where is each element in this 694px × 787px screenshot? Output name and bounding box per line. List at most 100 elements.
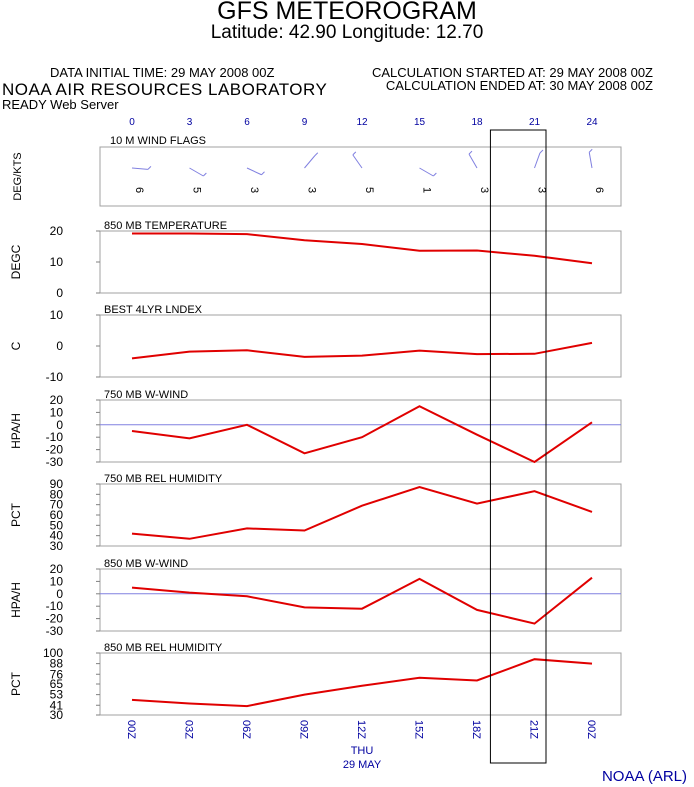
y-tick-label: -30 bbox=[46, 624, 64, 638]
panel-title: 750 MB REL HUMIDITY bbox=[104, 473, 223, 485]
top-hour-label: 21 bbox=[529, 117, 541, 128]
wind-speed-label: 3 bbox=[248, 187, 260, 193]
y-tick-label: 53 bbox=[50, 688, 64, 702]
panel-ylabel: HPA/H bbox=[9, 582, 23, 618]
wind-flag bbox=[352, 154, 363, 169]
y-tick-label: 30 bbox=[50, 708, 64, 722]
wind-flag-barb bbox=[352, 151, 357, 156]
page-title: GFS METEOROGRAM bbox=[217, 0, 477, 25]
y-tick-label: 20 bbox=[50, 224, 64, 238]
noaa-credit: NOAA (ARL) bbox=[601, 768, 687, 785]
wind-panel-title: 10 M WIND FLAGS bbox=[110, 135, 206, 147]
top-hour-label: 0 bbox=[129, 117, 135, 128]
panel-ylabel: DEGC bbox=[9, 244, 23, 279]
wind-flag bbox=[534, 152, 541, 169]
y-tick-label: 20 bbox=[50, 393, 64, 407]
y-tick-label: 70 bbox=[50, 498, 64, 512]
series-line bbox=[131, 486, 593, 540]
x-tick-label: 03Z bbox=[183, 720, 195, 739]
wind-flag bbox=[588, 152, 593, 169]
x-tick-label: 09Z bbox=[298, 720, 310, 739]
series-line bbox=[131, 658, 593, 708]
y-tick-label: 10 bbox=[50, 308, 64, 322]
data-initial-time: DATA INITIAL TIME: 29 MAY 2008 00Z bbox=[50, 65, 275, 80]
panel-frame bbox=[99, 399, 622, 463]
series-line bbox=[132, 232, 593, 265]
latlon-subtitle: Latitude: 42.90 Longitude: 12.70 bbox=[210, 22, 484, 43]
panel-frame bbox=[99, 652, 622, 716]
y-tick-label: 88 bbox=[50, 657, 64, 671]
wind-flag-barb bbox=[203, 172, 207, 177]
calculation-ended: CALCULATION ENDED AT: 30 MAY 2008 00Z bbox=[385, 78, 653, 93]
panel-title: 850 MB REL HUMIDITY bbox=[104, 642, 223, 654]
series-line bbox=[131, 405, 593, 464]
y-tick-label: 40 bbox=[50, 529, 64, 543]
calculation-started: CALCULATION STARTED AT: 29 MAY 2008 00Z bbox=[371, 65, 653, 80]
panel-ylabel: PCT bbox=[9, 502, 23, 527]
top-hour-label: 15 bbox=[414, 117, 426, 128]
panel-frame bbox=[99, 230, 622, 294]
y-tick-label: -10 bbox=[46, 370, 64, 384]
y-tick-label: -10 bbox=[46, 430, 64, 444]
y-tick-label: 76 bbox=[50, 667, 64, 681]
x-tick-label: 18Z bbox=[470, 720, 482, 739]
wind-speed-label: 1 bbox=[421, 187, 433, 193]
y-tick-label: -20 bbox=[46, 443, 64, 457]
panel-ylabel: HPA/H bbox=[9, 413, 23, 449]
wind-flag-barb bbox=[261, 171, 265, 176]
y-tick-label: 90 bbox=[50, 477, 64, 491]
wind-flag-barb bbox=[314, 152, 319, 157]
top-hour-label: 18 bbox=[471, 117, 483, 128]
y-tick-label: -10 bbox=[46, 599, 64, 613]
y-tick-label: 0 bbox=[56, 418, 63, 432]
wind-flag-barb bbox=[539, 149, 544, 154]
wind-flag bbox=[246, 167, 262, 176]
y-tick-label: 0 bbox=[56, 587, 63, 601]
wind-speed-label: 3 bbox=[536, 187, 548, 193]
y-tick-label: -30 bbox=[46, 455, 64, 469]
y-tick-label: 41 bbox=[50, 698, 64, 712]
panel-title: 850 MB TEMPERATURE bbox=[104, 220, 227, 232]
wind-flag-barb bbox=[147, 166, 152, 170]
series-line bbox=[131, 341, 593, 360]
panel-ylabel: C bbox=[9, 341, 23, 350]
y-tick-label: 10 bbox=[50, 255, 64, 269]
panel-ylabel: PCT bbox=[9, 671, 23, 696]
wind-flag bbox=[304, 155, 316, 169]
x-tick-label: 15Z bbox=[413, 720, 425, 739]
panel-frame bbox=[99, 314, 622, 378]
panel-title: BEST 4LYR LNDEX bbox=[104, 304, 203, 316]
y-tick-label: 0 bbox=[56, 286, 63, 300]
top-hour-label: 3 bbox=[187, 117, 193, 128]
wind-flag-barb bbox=[468, 150, 473, 155]
wind-flag-barb bbox=[433, 172, 437, 177]
y-tick-label: 10 bbox=[50, 574, 64, 588]
panel-title: 750 MB W-WIND bbox=[104, 389, 188, 401]
panel-title: 850 MB W-WIND bbox=[104, 558, 188, 570]
highlight-box bbox=[489, 129, 547, 764]
y-tick-label: 0 bbox=[56, 339, 63, 353]
wind-speed-label: 5 bbox=[191, 187, 203, 193]
y-tick-label: 60 bbox=[50, 508, 64, 522]
wind-speed-label: 3 bbox=[306, 187, 318, 193]
y-tick-label: 20 bbox=[50, 562, 64, 576]
y-tick-label: 100 bbox=[43, 646, 63, 660]
wind-panel-frame bbox=[99, 146, 622, 207]
wind-speed-label: 5 bbox=[363, 187, 375, 193]
y-tick-label: 50 bbox=[50, 518, 64, 532]
x-tick-label: 21Z bbox=[528, 720, 540, 739]
series-line bbox=[131, 576, 593, 625]
y-tick-label: -20 bbox=[46, 612, 64, 626]
day-label: THU bbox=[351, 745, 374, 757]
top-hour-label: 12 bbox=[356, 117, 368, 128]
wind-flag bbox=[131, 167, 148, 170]
date-label: 29 MAY bbox=[343, 759, 382, 771]
y-tick-label: 65 bbox=[50, 677, 64, 691]
wind-flag bbox=[189, 167, 204, 177]
panel-frame bbox=[99, 568, 622, 632]
top-hour-label: 9 bbox=[302, 117, 308, 128]
x-tick-label: 12Z bbox=[355, 720, 367, 739]
y-tick-label: 80 bbox=[50, 487, 64, 501]
y-tick-label: 30 bbox=[50, 539, 64, 553]
x-tick-label: 00Z bbox=[585, 720, 597, 739]
